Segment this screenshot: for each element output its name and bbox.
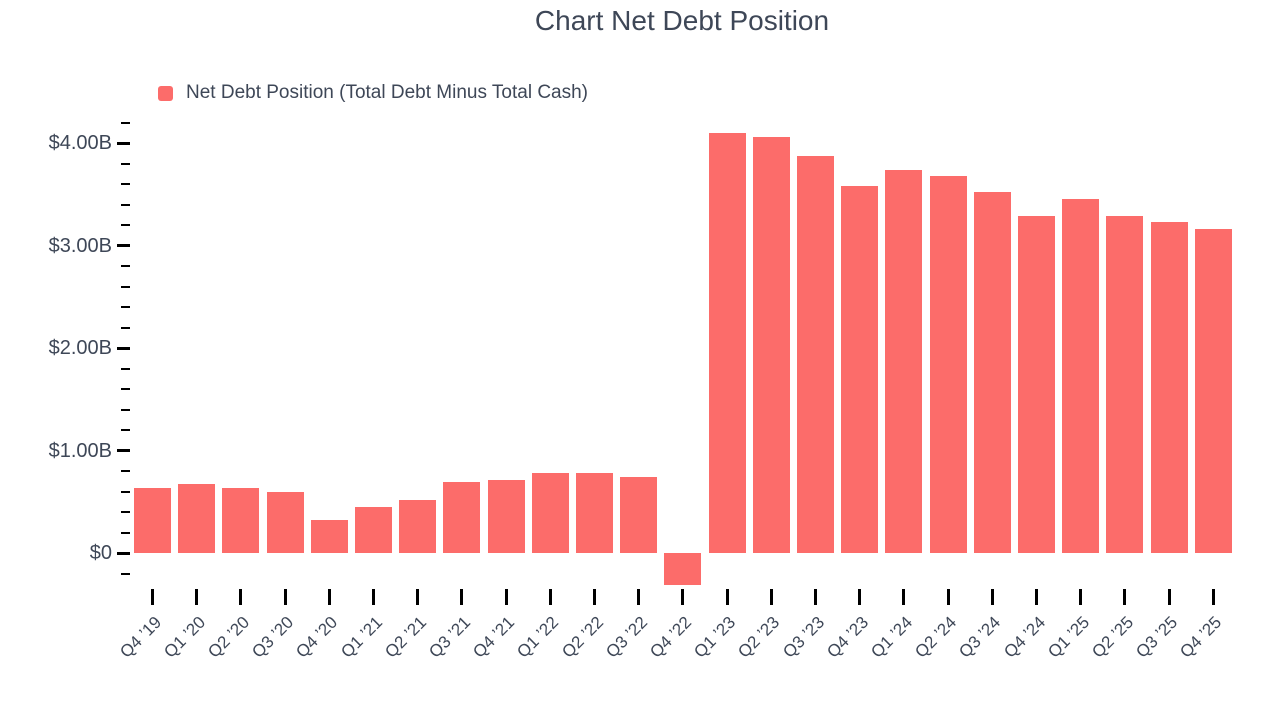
y-minor-tick-mark	[121, 429, 130, 431]
x-tick-mark	[814, 589, 817, 605]
bar	[752, 136, 790, 553]
x-tick-mark	[769, 589, 773, 605]
bar	[443, 482, 481, 553]
x-tick-mark	[1211, 589, 1215, 605]
x-tick-mark	[416, 589, 420, 605]
bar	[134, 488, 171, 553]
bar	[885, 169, 923, 553]
bar	[178, 484, 216, 553]
x-tick-mark	[858, 589, 862, 605]
y-minor-tick-mark	[121, 121, 130, 124]
x-tick-mark	[372, 589, 375, 605]
bar	[399, 499, 437, 553]
x-tick-mark	[283, 589, 287, 605]
x-tick-mark	[681, 589, 685, 605]
bar	[487, 480, 525, 553]
y-minor-tick-mark	[121, 572, 130, 575]
x-tick-mark	[504, 589, 508, 605]
bar	[797, 156, 834, 553]
x-tick-mark	[1123, 589, 1127, 605]
y-major-tick-mark	[117, 346, 130, 350]
bar	[1194, 229, 1232, 553]
y-axis-label: $3.00B	[48, 234, 112, 257]
x-tick-mark	[195, 589, 199, 605]
y-minor-tick-mark	[121, 490, 130, 493]
legend-swatch-icon	[158, 85, 173, 101]
x-tick-mark	[327, 589, 331, 605]
y-minor-tick-mark	[121, 306, 130, 308]
x-tick-mark	[637, 589, 641, 605]
bar	[576, 473, 613, 553]
y-axis-label: $0	[89, 542, 112, 564]
y-axis-label: $4.00B	[48, 132, 112, 154]
y-minor-tick-mark	[121, 326, 130, 329]
y-major-tick-mark	[117, 551, 130, 555]
y-minor-tick-mark	[121, 265, 130, 267]
y-minor-tick-mark	[121, 388, 130, 390]
y-major-tick-mark	[117, 141, 130, 145]
x-tick-mark	[1167, 589, 1171, 605]
y-minor-tick-mark	[121, 511, 130, 513]
bar	[929, 175, 967, 553]
x-tick-mark	[151, 589, 154, 605]
bar	[310, 520, 348, 553]
x-tick-mark	[990, 589, 994, 605]
x-tick-mark	[548, 589, 552, 605]
bar	[1150, 221, 1188, 553]
bar	[841, 186, 879, 553]
bar	[708, 132, 746, 553]
x-tick-mark	[460, 589, 464, 605]
y-minor-tick-mark	[121, 203, 130, 206]
y-minor-tick-mark	[121, 183, 130, 185]
y-minor-tick-mark	[121, 285, 130, 288]
y-minor-tick-mark	[121, 408, 130, 411]
chart-title: Chart Net Debt Position	[534, 5, 830, 36]
bar	[973, 192, 1011, 553]
x-tick-mark	[1079, 589, 1083, 605]
y-minor-tick-mark	[121, 162, 130, 165]
y-axis-label: $2.00B	[48, 337, 112, 359]
y-major-tick-mark	[117, 244, 130, 247]
bar	[266, 491, 304, 553]
x-tick-mark	[593, 589, 596, 605]
bar	[1062, 199, 1100, 553]
legend-item[interactable]: Net Debt Position (Total Debt Minus Tota…	[158, 82, 588, 104]
bar	[222, 488, 260, 553]
bar	[355, 506, 392, 553]
y-minor-tick-mark	[121, 367, 130, 370]
y-major-tick-mark	[117, 449, 130, 452]
y-minor-tick-mark	[121, 470, 130, 472]
y-minor-tick-mark	[121, 224, 130, 226]
y-minor-tick-mark	[121, 531, 130, 534]
x-tick-mark	[946, 589, 950, 605]
bar	[1018, 215, 1055, 553]
x-tick-mark	[1035, 589, 1038, 605]
legend-label: Net Debt Position (Total Debt Minus Tota…	[186, 82, 588, 103]
bar	[1106, 215, 1144, 553]
x-tick-mark	[239, 589, 243, 605]
bar	[664, 553, 702, 585]
bar	[531, 473, 569, 553]
bar	[620, 477, 658, 553]
x-tick-mark	[902, 589, 906, 605]
y-axis-label: $1.00B	[48, 439, 112, 462]
x-tick-mark	[725, 589, 729, 605]
